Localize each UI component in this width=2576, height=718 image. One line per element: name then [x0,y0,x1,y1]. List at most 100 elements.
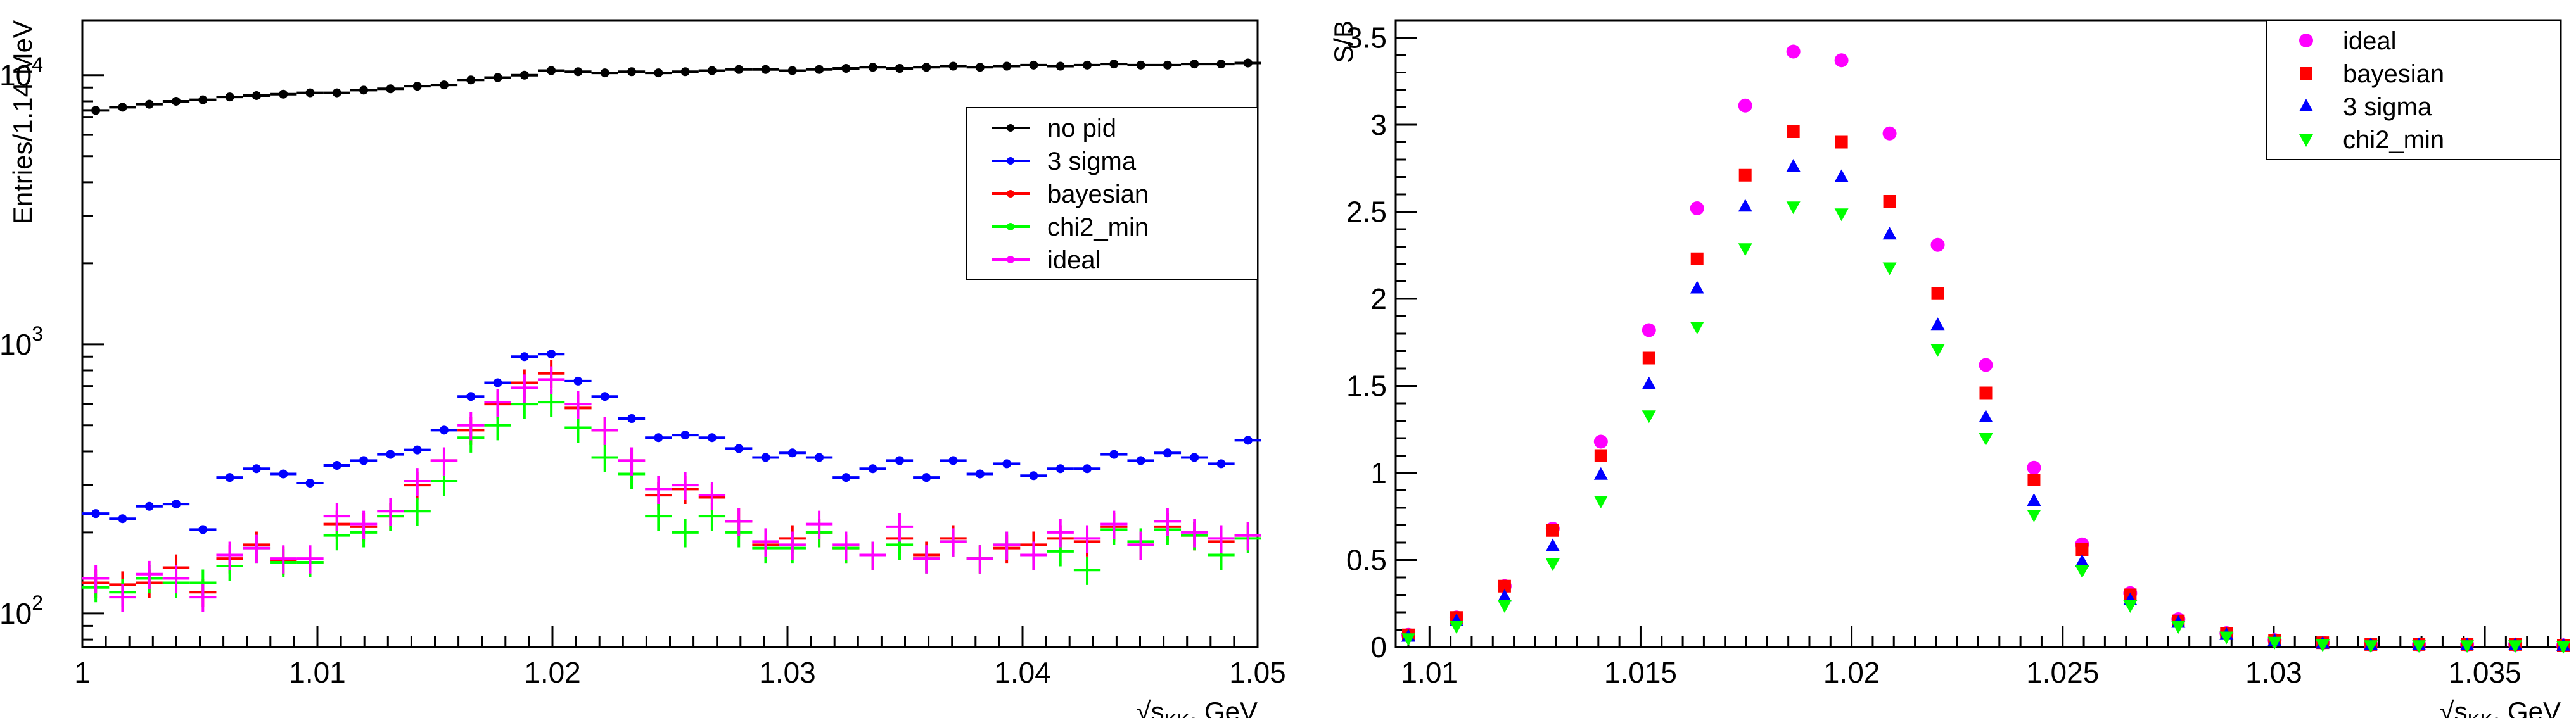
data-point [305,88,315,98]
data-point [1029,60,1038,70]
data-point [1882,262,1897,275]
data-point [787,66,797,75]
data-point [1055,464,1065,474]
data-point [2123,600,2138,613]
data-point [1029,471,1038,481]
data-point [1002,61,1012,71]
data-point [493,73,502,82]
data-point [895,456,904,465]
data-point [1834,169,1849,182]
data-point [1690,201,1704,215]
data-point [1190,60,1199,69]
data-point [1593,434,1608,449]
series-no-pid [82,58,1261,115]
data-point [1401,633,1415,646]
data-point [815,65,824,74]
data-point [547,66,556,75]
data-point [841,473,851,482]
data-point [2027,460,2041,475]
legend-marker [2300,67,2312,80]
data-point [1002,459,1012,469]
data-point [547,350,556,359]
legend-marker [1007,157,1014,165]
data-point [1163,448,1172,458]
data-point [386,84,395,94]
series-3-sigma [1401,159,2570,651]
data-point [2556,641,2570,654]
data-point [841,64,851,73]
data-point [707,66,717,75]
data-point [466,75,476,85]
data-point [439,425,449,435]
data-point [1545,538,1560,551]
data-point [332,88,341,98]
data-point [2219,631,2234,645]
data-point [1930,317,1945,331]
data-point [1979,358,1993,372]
data-point [144,501,154,511]
data-point [922,63,931,72]
legend-marker [1007,124,1014,132]
data-point [225,473,234,482]
data-point [1642,410,1656,424]
panel-right: 1.01 1.015 1.02 1.025 1.03 1.035 0 0.5 1 1.5 2 2.5 3… [1329,19,2570,718]
data-point [868,63,877,72]
data-point [2027,510,2041,522]
data-point [948,456,958,465]
data-point [680,431,690,440]
y-tick-label: 0 [1370,631,1387,664]
legend-marker [1007,190,1014,198]
data-point [868,464,877,474]
data-point [922,473,931,482]
data-point [1055,61,1065,71]
data-point [252,464,261,474]
data-point [573,376,583,386]
data-point [279,469,288,479]
data-point [761,65,770,74]
x-axis-title: √sKK, GeV [1137,696,1258,718]
x-tick-label: 1.03 [2245,656,2302,689]
legend-label: chi2_min [2343,126,2444,154]
data-point [198,95,208,104]
y-tick-label: 2.5 [1346,196,1387,229]
series-chi2-min [82,389,1261,607]
series-chi2-min [1401,201,2570,654]
data-point [1243,436,1253,445]
data-point [654,433,663,443]
data-point [305,479,315,488]
data-point [1979,410,1993,422]
data-point [279,89,288,99]
data-point [1979,386,1993,400]
y-tick-label: 3 [1370,108,1387,141]
data-point [761,453,770,462]
data-point [1882,126,1897,141]
data-point [1136,456,1145,465]
data-point [1109,60,1119,69]
y-tick-label: 104 [0,53,43,92]
data-point [680,67,690,77]
data-point [1498,579,1511,593]
data-point [412,82,422,91]
data-point [1930,237,1945,252]
series-ideal [82,366,1261,612]
legend: ideal bayesian 3 sigma chi2_min [2266,20,2561,160]
legend-marker [1007,223,1014,230]
series-3-sigma [82,350,1261,534]
data-point [198,525,208,534]
data-point [1545,558,1560,571]
data-point [332,461,341,470]
legend-label: ideal [2343,27,2397,55]
y-tick-label: 103 [0,322,43,361]
data-point [600,68,609,78]
y-tick-label: 2 [1370,282,1387,315]
data-point [1835,135,1848,149]
data-point [2027,474,2041,486]
data-point [2316,639,2330,652]
data-point [1497,600,1512,613]
panel-left: 1 1.01 1.02 1.03 1.04 1.05 102 103 104 √sKK, GeV E… [0,19,1286,718]
x-tick-label: 1.01 [289,656,346,689]
data-point [1594,449,1607,462]
data-point [1738,98,1752,113]
